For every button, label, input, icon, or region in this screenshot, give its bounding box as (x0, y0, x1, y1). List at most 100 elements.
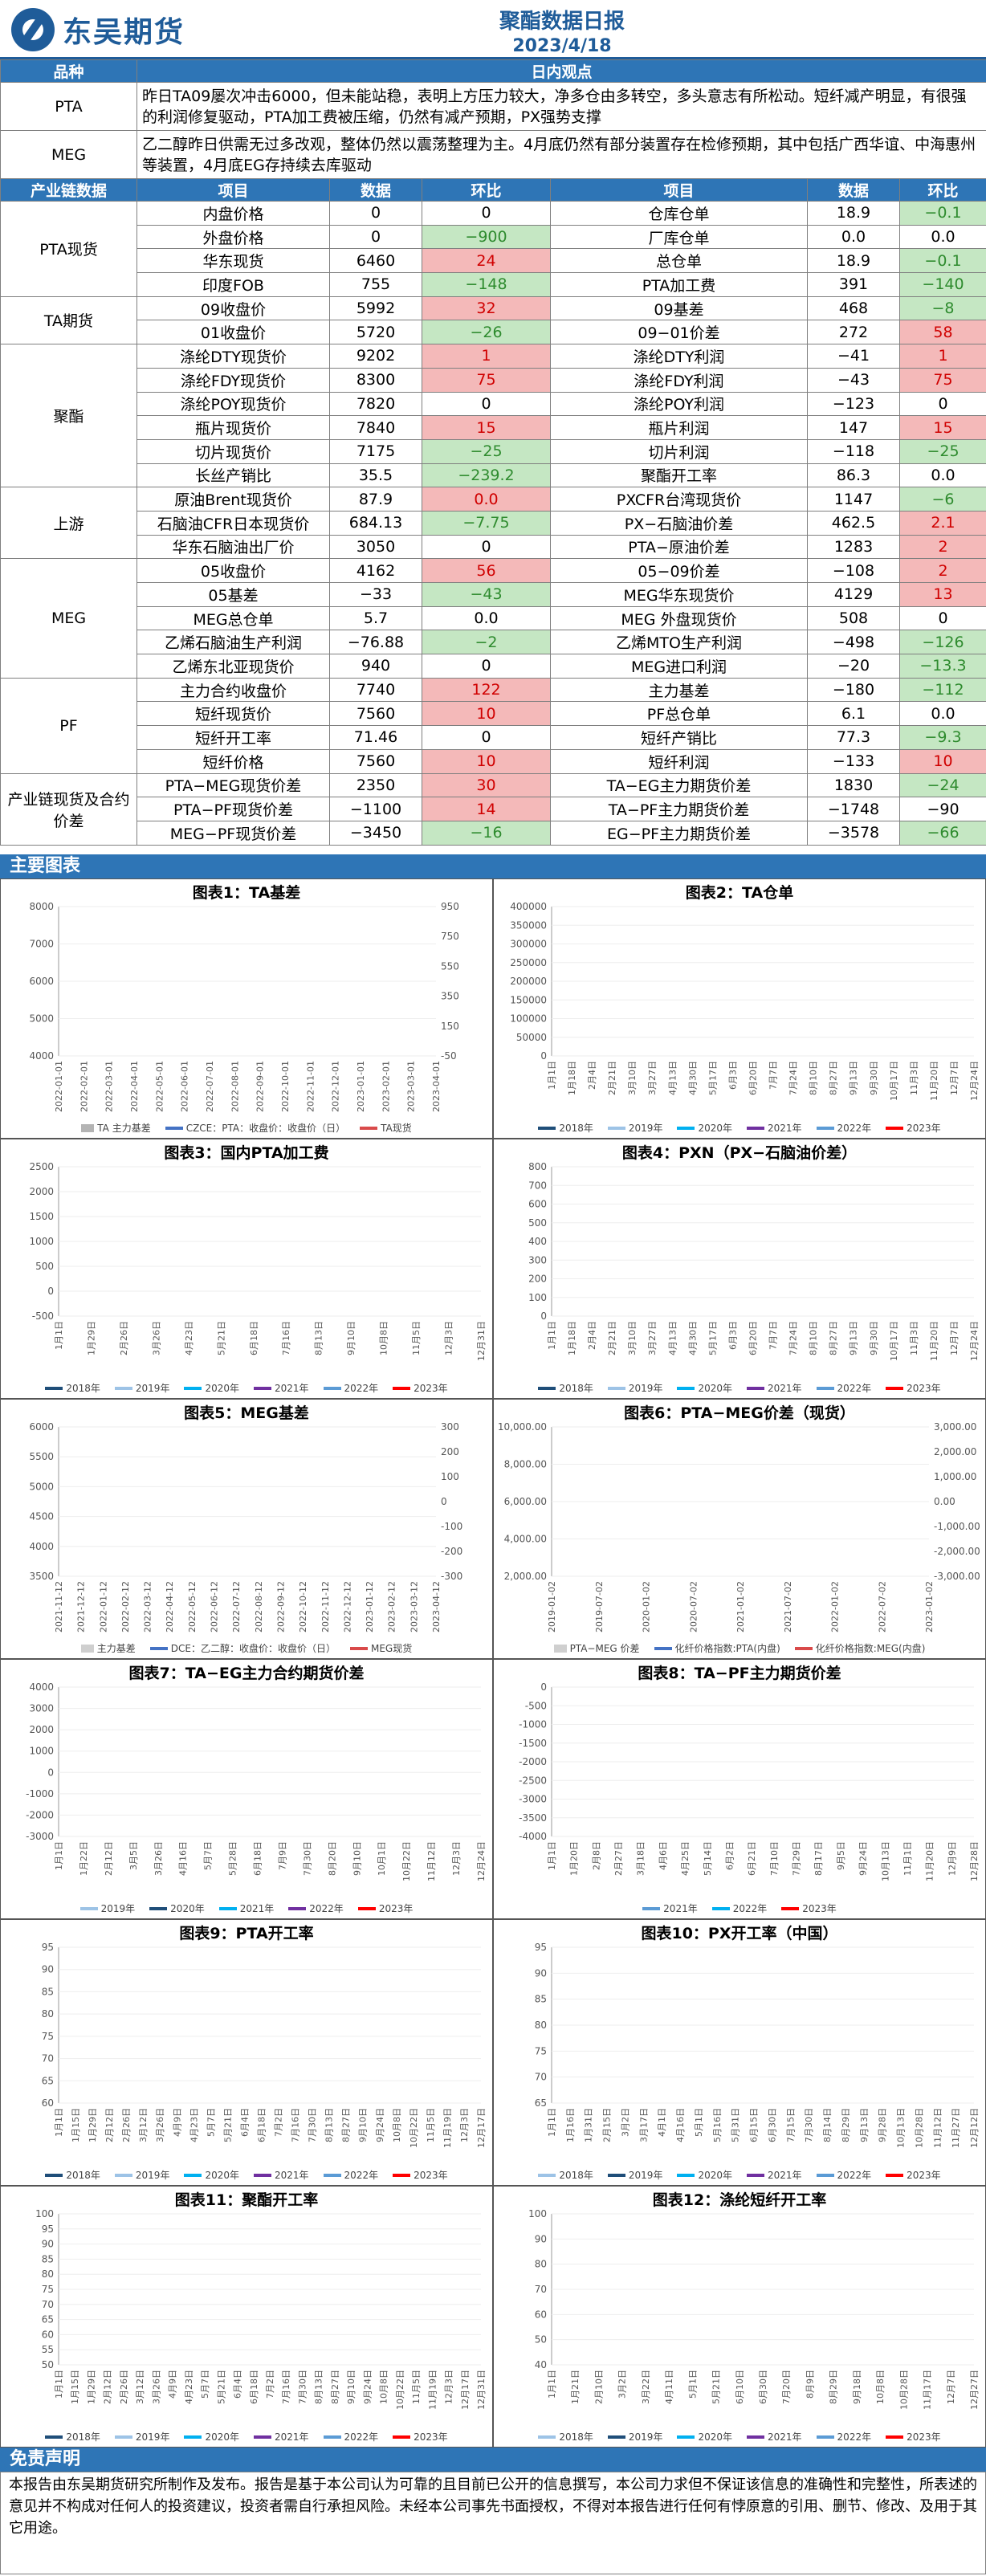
x-tick-label: 4月16日 (675, 2108, 686, 2142)
legend-label: 2023年 (907, 1123, 941, 1134)
x-tick-label: 6月15日 (749, 2108, 760, 2142)
y-tick-label: 2500 (29, 1161, 54, 1172)
legend-label: 2020年 (170, 1903, 205, 1914)
legend-label: PTA−MEG 价差 (569, 1643, 640, 1654)
x-tick-label: 11月19日 (442, 2108, 453, 2148)
x-tick-label: 7月20日 (781, 2370, 792, 2404)
item-change: 75 (422, 367, 551, 393)
x-tick-label: 9月13日 (849, 1321, 859, 1355)
x-tick-label: 2023-04-01 (431, 1061, 442, 1112)
y-tick-label: 1000 (29, 1746, 54, 1757)
x-tick-label: 7月30日 (804, 2108, 814, 2142)
item-value: 6460 (329, 248, 422, 274)
item-name: 乙烯东北亚现货价 (136, 654, 330, 679)
x-tick-label: 10月28日 (898, 2370, 909, 2410)
legend-item: 2018年 (45, 1381, 100, 1395)
legend-item: 2020年 (184, 2168, 239, 2182)
y2-tick-label: -50 (441, 1050, 457, 1062)
item-value: 1830 (807, 772, 900, 798)
x-tick-label: 1月22日 (79, 1841, 89, 1876)
x-tick-label: 11月5日 (411, 1321, 422, 1355)
item-change: 2 (899, 534, 986, 560)
y-tick-label: 700 (528, 1180, 547, 1191)
x-tick-label: 10月22日 (401, 1841, 412, 1881)
chart-plot: 6000 5500 5000 4500 4000 3500 300 200 100 0 -100 -2… (29, 1421, 462, 1632)
legend-label: TA 主力基差 (97, 1123, 151, 1134)
x-tick-label: 4月6日 (658, 1841, 668, 1870)
legend-label: 2020年 (698, 1383, 732, 1394)
x-tick-label: 5月1日 (687, 2370, 698, 2399)
y-tick-label: 95 (42, 1942, 54, 1953)
industry-data-table: 产业链数据 项目 数据 环比 项目 数据 环比 PTA现货 内盘价格 0 0 仓库仓单 18.9 −0.… (0, 178, 986, 846)
item-value: 0 (329, 201, 422, 226)
legend-item: 2020年 (677, 1381, 732, 1395)
chart-plot: 400000 350000 300000 250000 200000 150000 1000… (510, 901, 980, 1101)
y2-tick-label: 100 (441, 1471, 459, 1482)
item-name: 外盘价格 (136, 224, 330, 250)
y-tick-label: -1000 (26, 1788, 54, 1800)
y-tick-label: 300000 (510, 939, 547, 950)
x-tick-label: 2月4日 (587, 1321, 597, 1350)
x-tick-label: 5月21日 (711, 2370, 722, 2404)
legend-item: 2021年 (218, 1901, 274, 1915)
legend-item: 2019年 (114, 2168, 169, 2182)
x-tick-label: 12月17日 (460, 2370, 471, 2410)
item-change: −43 (422, 582, 551, 607)
y-tick-label: -3000 (519, 1794, 547, 1805)
chart-legend: 主力基差 DCE：乙二醇：收盘价：收盘价（日） MEG现货 (1, 1641, 492, 1655)
legend-label: 2020年 (205, 2431, 239, 2443)
item-value: 7840 (329, 415, 422, 440)
legend-item: 2019年 (79, 1901, 135, 1915)
item-value: 7820 (329, 391, 422, 417)
legend-label: 2021年 (275, 2431, 309, 2443)
y-tick-label: 75 (535, 2045, 547, 2056)
table-row: 长丝产销比 35.5 −239.2 聚酯开工率 86.3 0.0 (1, 463, 986, 488)
item-name: 仓库仓单 (550, 201, 808, 226)
x-tick-label: 4月1日 (657, 2108, 667, 2137)
x-tick-label: 7月2日 (274, 2108, 284, 2137)
x-tick-label: 3月18日 (636, 1841, 646, 1876)
y-tick-label: 65 (42, 2075, 54, 2086)
y2-tick-label: -100 (441, 1521, 462, 1532)
legend-item: 2019年 (607, 2168, 662, 2182)
legend-swatch (538, 2435, 556, 2439)
x-tick-label: 10月8日 (379, 2370, 389, 2404)
x-tick-label: 12月24日 (476, 1841, 487, 1881)
y-tick-label: 100000 (510, 1013, 547, 1025)
item-change: −16 (422, 820, 551, 846)
legend-label: 2021年 (768, 2431, 802, 2443)
x-tick-label: 2023-03-01 (406, 1061, 417, 1112)
legend-item: 2022年 (816, 2168, 871, 2182)
item-change: 0 (422, 534, 551, 560)
x-tick-label: 11月12日 (932, 2108, 943, 2148)
legend-swatch (149, 1906, 168, 1910)
x-tick-label: 3月26日 (151, 2370, 161, 2404)
x-tick-label: 2022-08-01 (230, 1061, 240, 1112)
y-tick-label: -500 (32, 1310, 54, 1322)
table-row: 01收盘价 5720 −26 09−01价差 272 58 (1, 320, 986, 345)
x-tick-label: 11月27日 (951, 2108, 961, 2148)
x-tick-label: 12月7日 (949, 1321, 960, 1355)
y-tick-label: 7000 (29, 939, 54, 950)
x-tick-label: 2023-04-12 (431, 1581, 442, 1632)
y-tick-label: 1500 (29, 1211, 54, 1222)
chart-legend: TA 主力基差 CZCE：PTA：收盘价：收盘价（日） TA现货 (1, 1121, 492, 1135)
legend-item: 2023年 (393, 2430, 448, 2444)
item-name: MEG进口利润 (550, 654, 808, 679)
item-change: 24 (422, 248, 551, 274)
y-tick-label: -3000 (26, 1831, 54, 1842)
legend-item: 2019年 (114, 2430, 169, 2444)
x-tick-label: 8月9日 (805, 2370, 815, 2399)
item-value: 7560 (329, 701, 422, 727)
x-tick-label: 7月16日 (291, 2108, 301, 2142)
x-tick-label: 2020-01-02 (642, 1581, 652, 1632)
legend-item: 2023年 (886, 2430, 941, 2444)
x-tick-label: 9月30日 (869, 1321, 879, 1355)
legend-swatch (184, 1386, 202, 1390)
item-change: −6 (899, 487, 986, 512)
x-tick-label: 1月15日 (70, 2370, 80, 2404)
y-tick-label: 80 (535, 2259, 547, 2270)
y-tick-label: 150000 (510, 994, 547, 1005)
x-tick-label: 9月24日 (858, 1841, 869, 1876)
x-tick-label: 5月7日 (206, 2108, 216, 2137)
